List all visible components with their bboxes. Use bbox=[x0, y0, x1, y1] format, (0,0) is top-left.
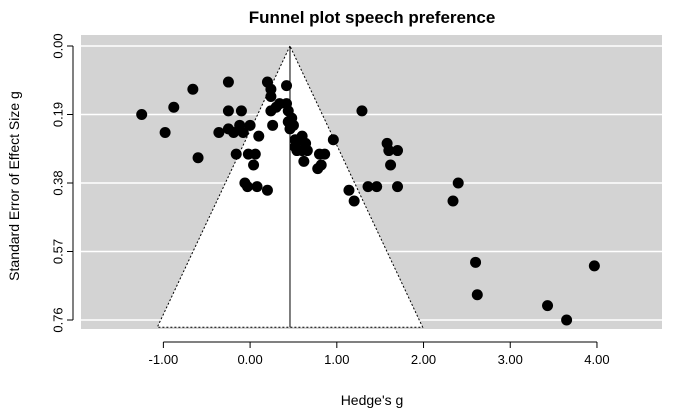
data-point bbox=[362, 181, 374, 193]
y-tick-label: 0.00 bbox=[51, 33, 66, 58]
data-point bbox=[281, 80, 293, 92]
y-tick-label: 0.76 bbox=[51, 307, 66, 332]
data-point bbox=[471, 289, 483, 301]
data-point bbox=[159, 127, 171, 139]
data-point bbox=[248, 159, 260, 171]
data-point bbox=[348, 195, 360, 207]
data-point bbox=[298, 155, 310, 167]
data-point bbox=[249, 148, 261, 160]
data-point bbox=[265, 90, 277, 102]
y-tick-label: 0.38 bbox=[51, 170, 66, 195]
data-point bbox=[136, 109, 148, 120]
data-point bbox=[327, 134, 339, 146]
x-axis-label: Hedge's g bbox=[341, 392, 404, 408]
y-tick-label: 0.57 bbox=[51, 239, 66, 264]
x-axis: -1.00 0.00 1.00 2.00 3.00 4.00 bbox=[149, 341, 610, 367]
data-point bbox=[222, 105, 234, 117]
data-point bbox=[392, 145, 404, 157]
data-point bbox=[187, 83, 199, 95]
data-point bbox=[235, 105, 247, 117]
data-point bbox=[222, 76, 234, 88]
data-point bbox=[383, 145, 395, 157]
data-point bbox=[452, 177, 464, 189]
data-point bbox=[251, 181, 263, 193]
data-point bbox=[561, 314, 573, 326]
data-point bbox=[315, 159, 327, 171]
data-point bbox=[392, 181, 404, 193]
data-point bbox=[213, 127, 225, 139]
x-tick-label: 2.00 bbox=[411, 352, 436, 367]
data-point bbox=[237, 127, 249, 139]
data-point bbox=[542, 300, 554, 312]
data-point bbox=[447, 195, 459, 207]
data-point bbox=[343, 184, 355, 196]
y-axis: 0.00 0.19 0.38 0.57 0.76 bbox=[51, 33, 74, 333]
data-point bbox=[228, 127, 240, 139]
x-tick-label: 3.00 bbox=[498, 352, 523, 367]
data-point bbox=[470, 256, 482, 268]
data-point bbox=[253, 130, 265, 142]
data-point bbox=[261, 184, 273, 196]
data-point bbox=[356, 105, 368, 117]
data-point bbox=[287, 119, 299, 131]
data-point bbox=[244, 119, 256, 131]
data-point bbox=[267, 119, 279, 131]
chart-title: Funnel plot speech preference bbox=[249, 8, 496, 27]
data-point bbox=[192, 152, 204, 164]
data-point bbox=[230, 148, 242, 160]
x-tick-label: 1.00 bbox=[324, 352, 349, 367]
data-point bbox=[168, 101, 180, 113]
data-point bbox=[385, 159, 397, 171]
data-point bbox=[301, 145, 313, 157]
data-point bbox=[319, 148, 331, 160]
data-point bbox=[588, 260, 600, 272]
y-tick-label: 0.19 bbox=[51, 102, 66, 127]
x-tick-label: 0.00 bbox=[237, 352, 262, 367]
x-tick-label: 4.00 bbox=[584, 352, 609, 367]
x-tick-label: -1.00 bbox=[149, 352, 179, 367]
data-point bbox=[371, 181, 383, 193]
y-axis-label: Standard Error of Effect Size g bbox=[6, 91, 22, 281]
data-points bbox=[136, 76, 600, 326]
data-point bbox=[241, 181, 253, 193]
